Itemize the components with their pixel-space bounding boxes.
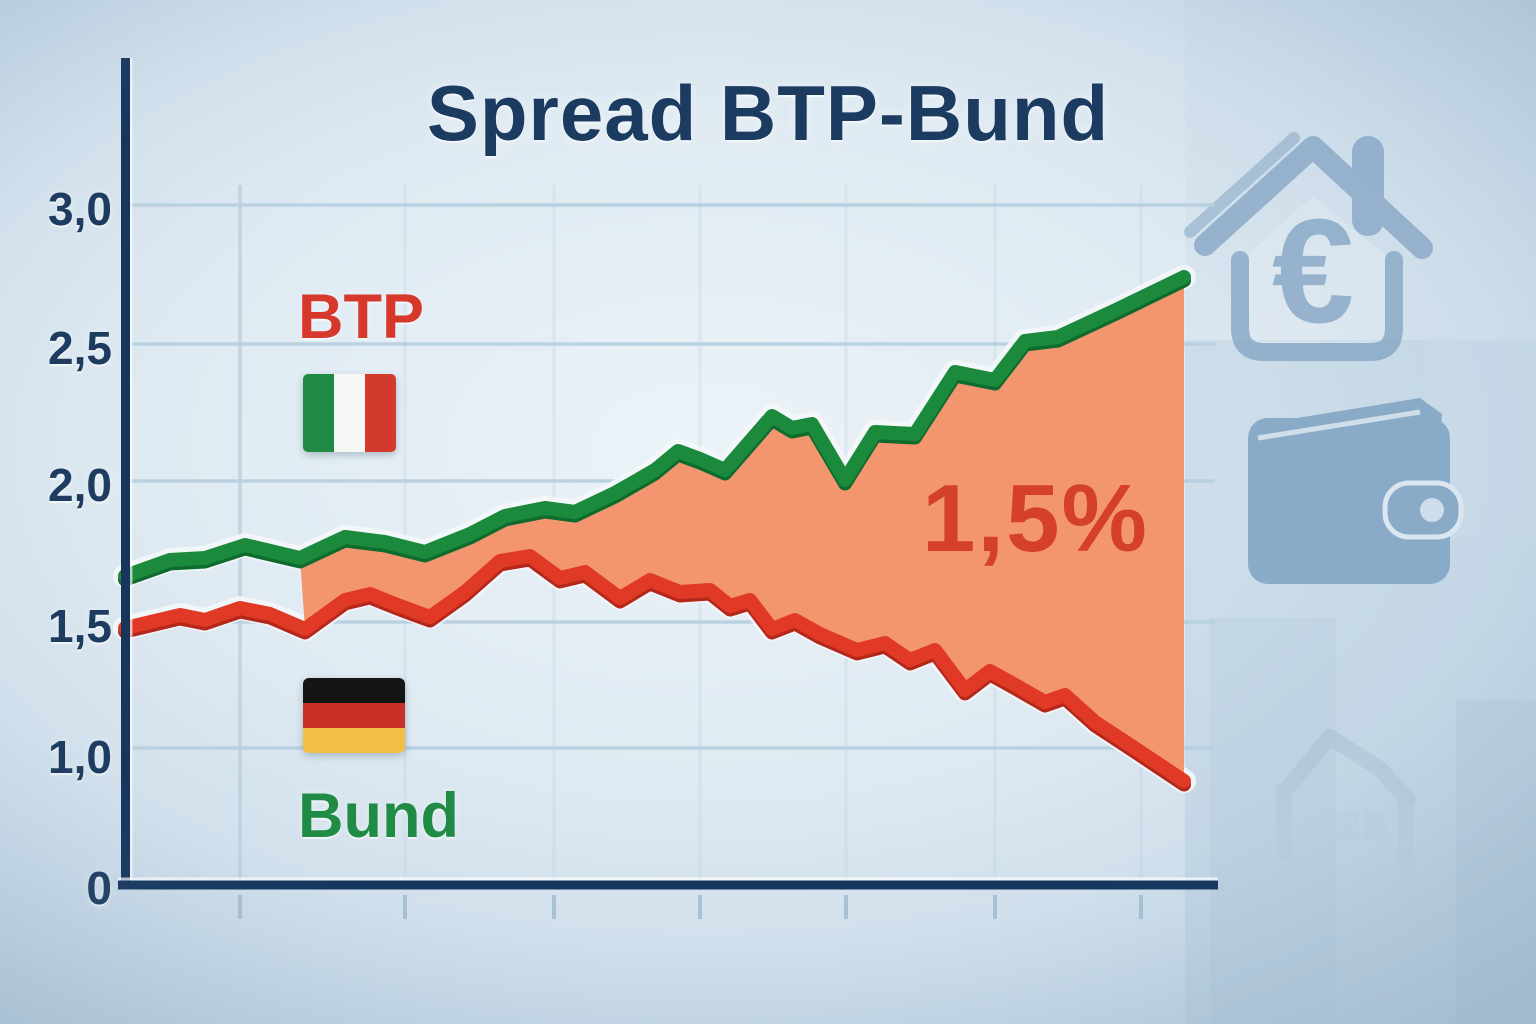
euro-symbol: € — [1272, 189, 1354, 354]
y-axis-label: 2,5 — [48, 322, 112, 374]
house-window — [1364, 812, 1386, 840]
chart-title: Spread BTP-Bund — [426, 69, 1110, 157]
small-house-icon — [1276, 729, 1416, 876]
flag-stripe — [365, 374, 396, 452]
y-axis-label: 0 — [86, 862, 112, 914]
flag-stripe — [303, 678, 405, 703]
spread-annotation: 1,5% — [922, 465, 1149, 572]
flag-stripe — [303, 728, 405, 753]
house-euro-icon: € — [1184, 132, 1433, 361]
tick — [552, 895, 556, 919]
tick — [403, 895, 407, 919]
flag-stripe — [303, 703, 405, 728]
lower-line-red — [118, 549, 1191, 788]
italy-flag — [303, 374, 396, 452]
tick — [238, 895, 242, 919]
y-axis — [121, 58, 130, 889]
germany-flag — [303, 678, 405, 753]
flag-stripe — [334, 374, 365, 452]
house-window — [1336, 812, 1358, 840]
tick — [844, 895, 848, 919]
bund-label: Bund — [298, 781, 459, 851]
wallet-button — [1420, 498, 1444, 522]
x-axis — [118, 880, 1218, 890]
tick — [993, 895, 997, 919]
spread-area-fill — [300, 277, 1184, 781]
flag-stripe — [303, 374, 334, 452]
wallet-icon — [1248, 398, 1464, 584]
upper-line-green — [118, 270, 1191, 583]
btp-label: BTP — [298, 282, 424, 352]
axes — [118, 58, 1218, 919]
y-axis-label: 1,5 — [48, 600, 112, 652]
y-axis-label: 3,0 — [48, 183, 112, 235]
y-axis-label: 2,0 — [48, 459, 112, 511]
x-axis-ticks — [238, 895, 1143, 919]
tick — [1139, 895, 1143, 919]
tick — [698, 895, 702, 919]
y-axis-label: 1,0 — [48, 731, 112, 783]
